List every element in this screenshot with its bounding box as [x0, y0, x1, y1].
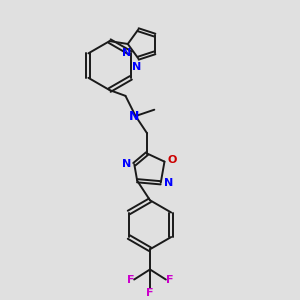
Text: F: F — [166, 274, 173, 284]
Text: O: O — [167, 155, 177, 165]
Text: N: N — [164, 178, 173, 188]
Text: N: N — [122, 159, 131, 169]
Text: N: N — [132, 62, 141, 72]
Text: F: F — [127, 274, 134, 284]
Text: N: N — [122, 48, 131, 58]
Text: F: F — [146, 287, 154, 298]
Text: N: N — [129, 110, 139, 122]
